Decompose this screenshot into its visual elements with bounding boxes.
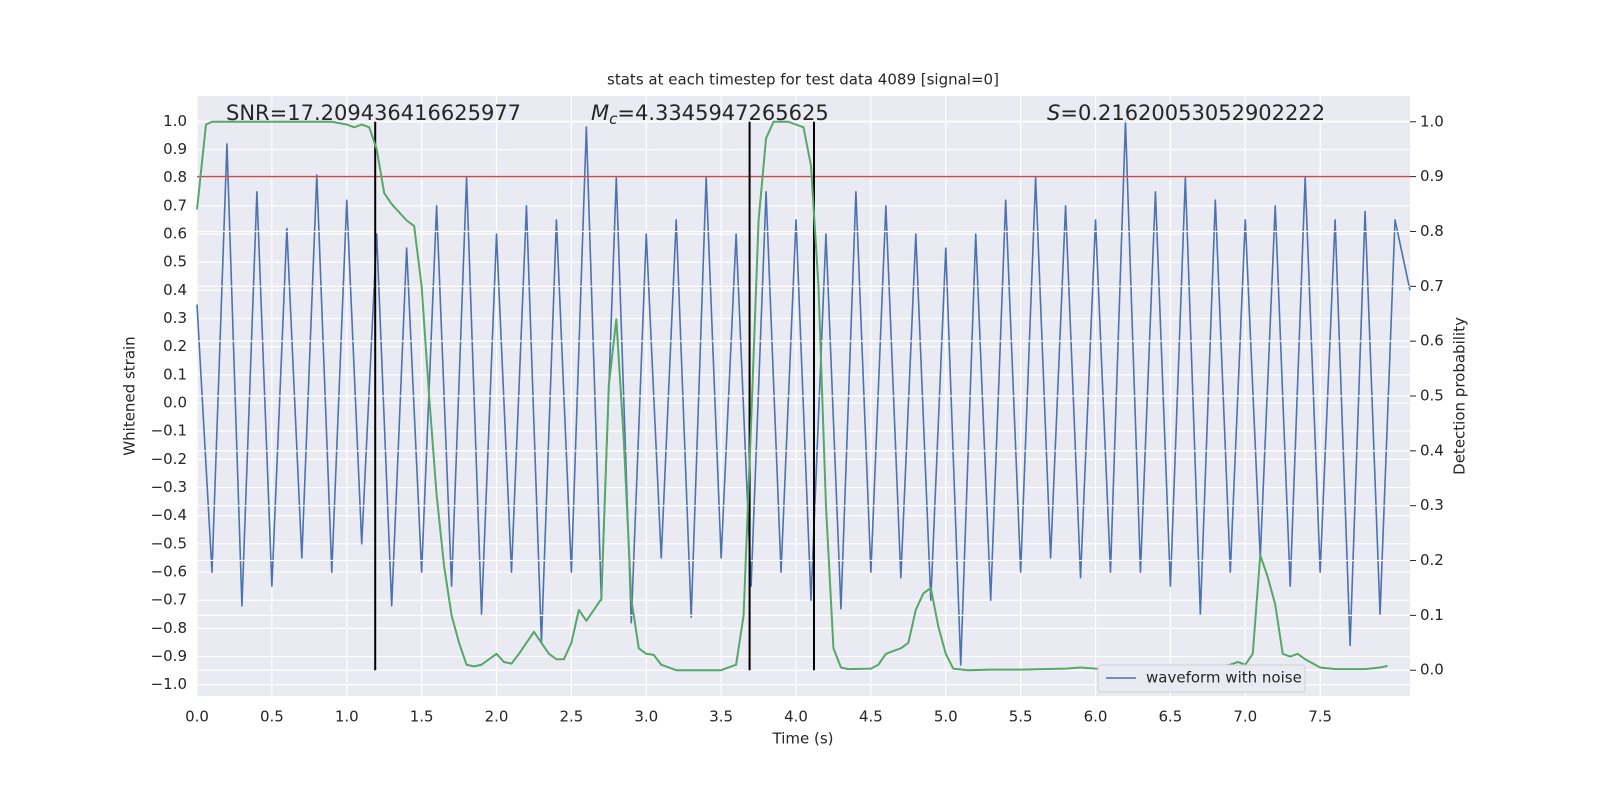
y2-tick-label: 0.1 [1420, 606, 1444, 624]
y2-axis-label: Detection probability [1451, 317, 1469, 475]
y-tick-label: 0.4 [163, 281, 187, 299]
y-tick-label: 1.0 [163, 112, 187, 130]
x-tick-label: 5.5 [1009, 708, 1033, 726]
y-tick-label: 0.2 [163, 337, 187, 355]
x-tick-label: 4.5 [859, 708, 883, 726]
legend-label: waveform with noise [1146, 669, 1302, 687]
y2-tick-label: 1.0 [1420, 112, 1444, 130]
y2-tick-label: 0.6 [1420, 332, 1444, 350]
annotation: Mc=4.3345947265625 [591, 101, 829, 128]
annotation-text: =0.21620053052902222 [1060, 101, 1325, 125]
data-line [196, 120, 1411, 666]
y2-tick-label: 0.9 [1420, 167, 1444, 185]
annotation-subscript: c [609, 110, 618, 128]
y-tick-label: −1.0 [151, 675, 187, 693]
y-tick-label: −0.4 [151, 506, 187, 524]
annotation-symbol: M [591, 101, 609, 125]
y2-tick-label: 0.8 [1420, 222, 1444, 240]
annotation-text: SNR=17.209436416625977 [226, 101, 521, 125]
y-tick-label: −0.2 [151, 450, 187, 468]
y-tick-label: 0.3 [163, 309, 187, 327]
y-tick-label: 0.9 [163, 140, 187, 158]
x-tick-label: 5.0 [934, 708, 958, 726]
legend-box [1097, 664, 1306, 693]
x-tick-label: 3.5 [709, 708, 733, 726]
x-tick-label: 0.0 [185, 708, 209, 726]
y-tick-label: −0.1 [151, 422, 187, 440]
y-tick-label: −0.7 [151, 591, 187, 609]
y-tick-label: 0.5 [163, 253, 187, 271]
x-tick-label: 1.5 [410, 708, 434, 726]
y-tick-label: −0.3 [151, 478, 187, 496]
x-tick-label: 2.0 [485, 708, 509, 726]
x-axis-label: Time (s) [772, 730, 834, 748]
x-tick-label: 7.0 [1233, 708, 1257, 726]
x-tick-label: 0.5 [260, 708, 284, 726]
y-tick-label: −0.5 [151, 534, 187, 552]
annotation: S=0.21620053052902222 [1047, 101, 1325, 125]
y-axis-label: Whitened strain [121, 336, 139, 455]
y-tick-label: −0.9 [151, 647, 187, 665]
y-tick-label: −0.8 [151, 619, 187, 637]
y-tick-label: −0.6 [151, 563, 187, 581]
y2-tick-label: 0.5 [1420, 387, 1444, 405]
y-tick-label: 0.7 [163, 196, 187, 214]
annotation: SNR=17.209436416625977 [226, 101, 521, 125]
y2-tick-label: 0.2 [1420, 551, 1444, 569]
y-tick-label: 0.1 [163, 365, 187, 383]
chart-title: stats at each timestep for test data 408… [607, 71, 999, 89]
x-tick-label: 2.5 [559, 708, 583, 726]
y-tick-label: 0.0 [163, 394, 187, 412]
x-tick-label: 7.5 [1308, 708, 1332, 726]
y2-tick-label: 0.3 [1420, 496, 1444, 514]
x-tick-label: 3.0 [634, 708, 658, 726]
y-tick-label: 0.6 [163, 225, 187, 243]
x-tick-label: 6.0 [1084, 708, 1108, 726]
x-tick-label: 6.5 [1158, 708, 1182, 726]
x-tick-label: 4.0 [784, 708, 808, 726]
y2-tick-label: 0.0 [1420, 661, 1444, 679]
y2-tick-label: 0.7 [1420, 277, 1444, 295]
x-tick-label: 1.0 [335, 708, 359, 726]
annotation-text: =4.3345947265625 [617, 101, 828, 125]
annotation-symbol: S [1047, 101, 1060, 125]
y-tick-label: 0.8 [163, 168, 187, 186]
y2-tick-label: 0.4 [1420, 441, 1444, 459]
